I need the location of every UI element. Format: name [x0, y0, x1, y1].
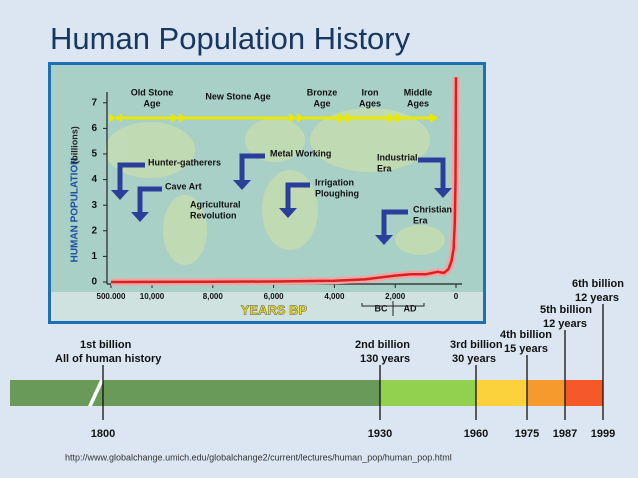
annotation: Agricultural	[190, 199, 241, 209]
annotation-arrowhead	[111, 190, 129, 200]
x-tick-label: 2,000	[385, 292, 406, 301]
slide-title: Human Population History	[50, 21, 411, 56]
annotation-arrowhead	[233, 180, 251, 190]
annotation-arrow	[285, 182, 310, 210]
milestone-label: 3rd billion	[450, 339, 503, 351]
milestone-year: 1960	[464, 428, 488, 440]
y-tick-label: 1	[91, 251, 97, 262]
annotation: Irrigation	[315, 177, 354, 187]
y-axis-unit: (billions)	[69, 126, 79, 164]
milestone-label: 1st billion	[80, 339, 132, 351]
timeline-segment	[565, 380, 603, 406]
period-arrow	[338, 113, 345, 123]
milestone-year: 1800	[91, 428, 115, 440]
annotation-arrowhead	[434, 188, 452, 198]
population-line	[110, 77, 458, 284]
x-tick-label: 6,000	[264, 292, 285, 301]
period-arrow	[396, 113, 403, 123]
period-arrow	[116, 113, 122, 123]
period-label: Old Stone	[131, 87, 174, 97]
y-tick-label: 4	[91, 174, 97, 185]
period-arrow	[297, 113, 304, 123]
milestone-year: 1999	[591, 428, 615, 440]
annotation-arrow	[239, 153, 265, 182]
annotation: Revolution	[190, 210, 237, 220]
period-arrow	[346, 113, 353, 123]
timeline-segment	[527, 380, 565, 406]
y-tick-label: 2	[91, 225, 97, 236]
x-tick-label: 0	[454, 292, 459, 301]
period-label: Bronze	[307, 87, 338, 97]
period-label: Ages	[359, 98, 381, 108]
timeline-break	[88, 380, 104, 406]
period-arrow	[171, 113, 178, 123]
era-label: AD	[404, 303, 417, 313]
annotation: Ploughing	[315, 188, 359, 198]
y-tick-label: 3	[91, 200, 97, 211]
period-arrow	[289, 113, 296, 123]
milestone-label: 12 years	[575, 292, 619, 304]
x-tick-label: 10,000	[140, 292, 165, 301]
x-tick-label: 8,000	[203, 292, 224, 301]
annotation: Industrial	[377, 152, 418, 162]
annotation: Cave Art	[165, 181, 202, 191]
y-tick-label: 7	[91, 97, 97, 108]
annotation-arrow	[137, 186, 162, 214]
period-label: Middle	[404, 87, 433, 97]
milestone-label: 15 years	[504, 343, 548, 355]
period-label: Iron	[362, 87, 379, 97]
timeline-segment	[476, 380, 527, 406]
milestone-year: 1975	[515, 428, 539, 440]
annotation: Metal Working	[270, 148, 331, 158]
milestone-label: All of human history	[55, 353, 162, 365]
milestone-label: 6th billion	[572, 278, 624, 290]
milestone-label: 12 years	[543, 318, 587, 330]
annotation-arrowhead	[375, 235, 393, 245]
annotation-arrow	[117, 162, 145, 192]
period-label: Age	[143, 98, 160, 108]
milestone-label: 4th billion	[500, 329, 552, 341]
milestone-year: 1930	[368, 428, 392, 440]
x-tick-label: 500.000	[97, 292, 126, 301]
annotation: Hunter-gatherers	[148, 157, 221, 167]
timeline-segment	[380, 380, 476, 406]
timeline-segment	[10, 380, 380, 406]
milestone-label: 5th billion	[540, 304, 592, 316]
milestone-label: 30 years	[452, 353, 496, 365]
x-tick-label: 4,000	[324, 292, 345, 301]
period-label: Ages	[407, 98, 429, 108]
period-label: New Stone Age	[205, 91, 270, 101]
source-url: http://www.globalchange.umich.edu/global…	[65, 452, 452, 462]
annotation: Era	[413, 215, 429, 225]
annotation-arrow	[381, 209, 408, 237]
annotation: Christian	[413, 204, 452, 214]
era-label: BC	[375, 303, 388, 313]
annotation: Era	[377, 163, 393, 173]
y-tick-label: 6	[91, 123, 97, 134]
annotation-arrowhead	[279, 208, 297, 218]
milestone-label: 130 years	[360, 353, 410, 365]
milestone-year: 1987	[553, 428, 577, 440]
period-arrow	[109, 113, 116, 123]
annotation-arrow	[418, 157, 446, 190]
x-axis-label: YEARS BP	[241, 302, 308, 317]
period-arrow	[430, 113, 437, 123]
y-tick-label: 5	[91, 149, 97, 160]
milestone-label: 2nd billion	[355, 339, 410, 351]
annotation-arrowhead	[131, 212, 149, 222]
period-arrow	[388, 113, 395, 123]
period-label: Age	[313, 98, 330, 108]
era-bracket	[361, 301, 425, 316]
period-arrow	[179, 113, 186, 123]
timeline	[10, 380, 603, 406]
y-axis-label: HUMAN POPULATION	[70, 158, 81, 263]
y-tick-label: 0	[91, 277, 97, 288]
